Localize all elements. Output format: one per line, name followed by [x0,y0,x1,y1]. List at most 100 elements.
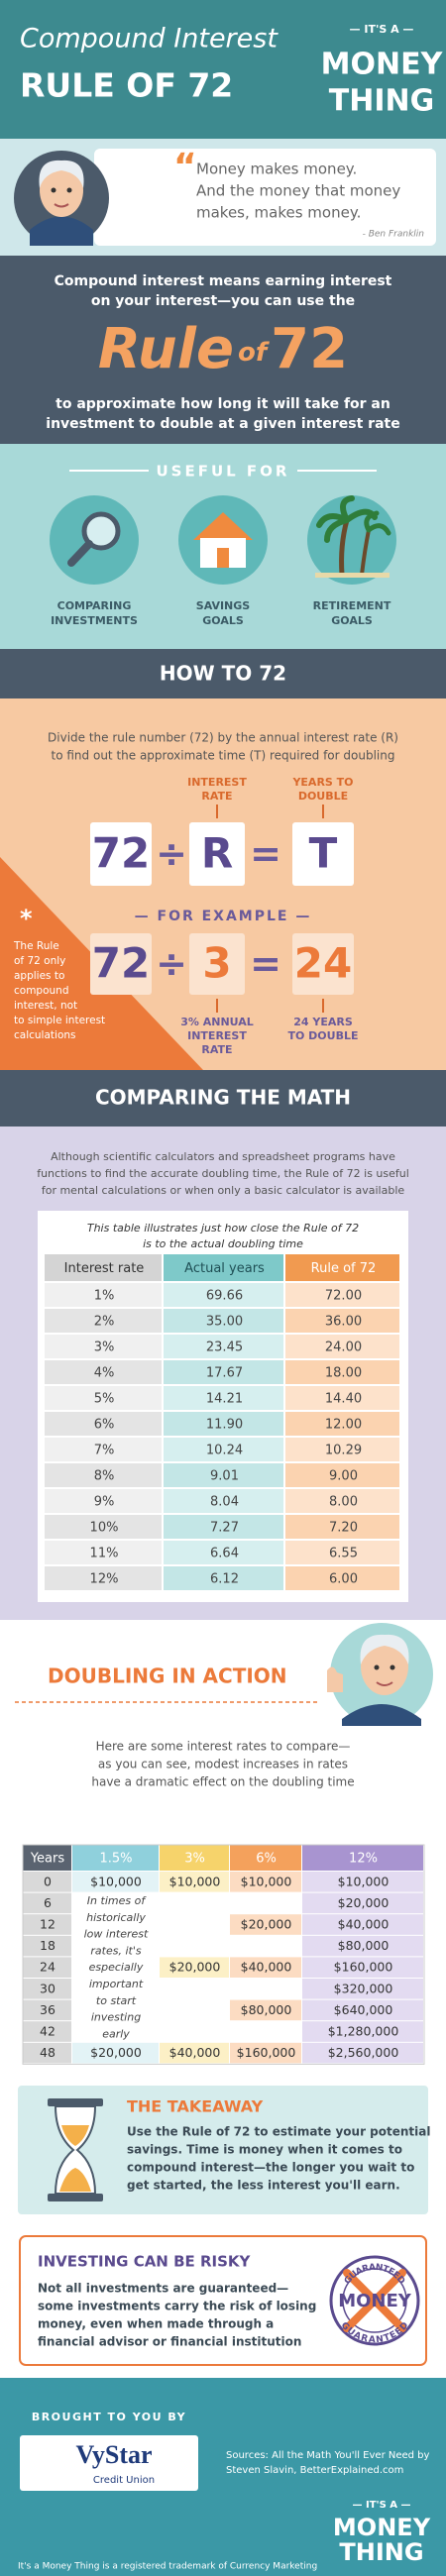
table-cell-text: $80,000 [338,1938,390,1953]
table-note: In times of [87,1894,148,1907]
rule-word: Rule [98,317,234,381]
section-band [0,649,446,698]
table-cell-text: 8.00 [329,1495,358,1510]
table-note: especially [89,1961,144,1974]
table-cell-text: $80,000 [241,2002,292,2017]
example-label: INTEREST [187,1029,247,1042]
table-cell-text: 72.00 [325,1289,362,1304]
table-header: 3% [184,1852,205,1867]
table-cell-text: 6 [44,1895,52,1910]
example-label: TO DOUBLE [287,1029,358,1042]
quote-mark: “ [173,147,197,187]
formula-term: 72 [92,829,150,878]
header-bg [0,0,446,139]
table-outline [22,1844,425,2065]
table-cell-text: $40,000 [338,1917,390,1932]
section-heading: DOUBLING IN ACTION [48,1664,287,1688]
table-cell-text: $40,000 [241,1960,292,1975]
note-line: to simple interest [14,1015,105,1026]
table-note: early [102,2027,130,2040]
table-cell [285,1335,399,1358]
formula-label: DOUBLE [298,790,348,803]
table-header: 12% [349,1852,378,1867]
table-cell-text: 10.29 [325,1444,362,1458]
table-cell [302,1872,423,1892]
formula-operator: ÷ [156,832,187,876]
table-cell-text: 2% [94,1315,115,1330]
table-cell [45,1515,162,1539]
takeaway-line: compound interest—the longer you wait to [127,2161,414,2175]
brand: THING [329,84,434,119]
table-cell [164,1412,283,1436]
table-cell-text: $20,000 [90,2045,142,2060]
quote-line: And the money that money [196,182,400,200]
table-cell-text: 7% [94,1444,115,1458]
risk-card [19,2235,427,2366]
table-cell [164,1463,283,1487]
useful-label: GOALS [331,614,373,627]
note-line: of 72 only [14,955,65,967]
table-cell-text: 0 [44,1874,52,1888]
table-cell-text: 6.00 [329,1572,358,1587]
table-cell-text: 8.04 [210,1495,239,1510]
note-line: calculations [14,1029,76,1041]
intro-line: Compound interest means earning interest [55,273,392,289]
brand: MONEY [321,48,444,82]
table-header: Actual years [184,1261,265,1276]
table-cell-text: 6% [94,1418,115,1433]
table-cell [302,1979,423,1999]
formula-term: 3 [202,939,231,988]
table-cell-text: 9% [94,1495,115,1510]
formula-box [90,933,152,995]
table-cell [164,1309,283,1333]
icon-hourglass [48,2098,103,2201]
risk-heading: INVESTING CAN BE RISKY [38,2253,252,2271]
table-cell-text: 24 [40,1960,56,1975]
table-cell [285,1489,399,1513]
table-cell [302,1957,423,1978]
table-cell-text: $20,000 [169,1960,221,1975]
table-caption: is to the actual doubling time [143,1237,303,1250]
risk-line: some investments carry the risk of losin… [38,2300,316,2313]
table-cell [23,1935,71,1957]
table-cell [45,1283,162,1307]
table-cell-text: 4% [94,1366,115,1381]
useful-label: SAVINGS [196,599,251,612]
table-cell [23,1999,71,2021]
table-cell [164,1335,283,1358]
table-cell [285,1283,399,1307]
table-cell-text: 18 [40,1938,56,1953]
table-cell [72,1872,159,1892]
table-note: important [89,1978,144,1990]
table-cell-text: 6.64 [210,1547,239,1561]
table-cell [72,2042,159,2064]
table-cell [23,2021,71,2042]
table-cell-text: 5% [94,1392,115,1407]
formula-box [90,822,152,886]
doubling-description: have a dramatic effect on the doubling t… [91,1775,354,1789]
table-cell [45,1541,162,1564]
table-cell-text: 42 [40,2024,56,2039]
useful-label: RETIREMENT [313,599,391,612]
table-cell [302,1999,423,2021]
section-heading: COMPARING THE MATH [95,1086,351,1110]
table-cell-text: 10% [90,1521,119,1536]
rule-of-72: Rule of72 [98,317,348,381]
table-cell [164,1386,283,1410]
trademark: It's a Money Thing is a registered trade… [18,2562,317,2572]
table-cell-text: 10.24 [206,1444,243,1458]
table-cell-text: 11.90 [206,1418,243,1433]
table-cell [230,1872,301,1892]
table-cell [160,2042,229,2064]
table-header-cell [45,1254,162,1281]
stamp [329,2255,420,2346]
table-cell-text: 12.00 [325,1418,362,1433]
table-cell [45,1566,162,1590]
useful-label: INVESTMENTS [51,614,138,627]
table-header: 6% [256,1852,277,1867]
brand: — IT'S A — [350,23,414,36]
table-cell-text: $20,000 [338,1895,390,1910]
formula-operator: = [250,942,281,986]
brought-by: BROUGHT TO YOU BY [32,2411,186,2423]
